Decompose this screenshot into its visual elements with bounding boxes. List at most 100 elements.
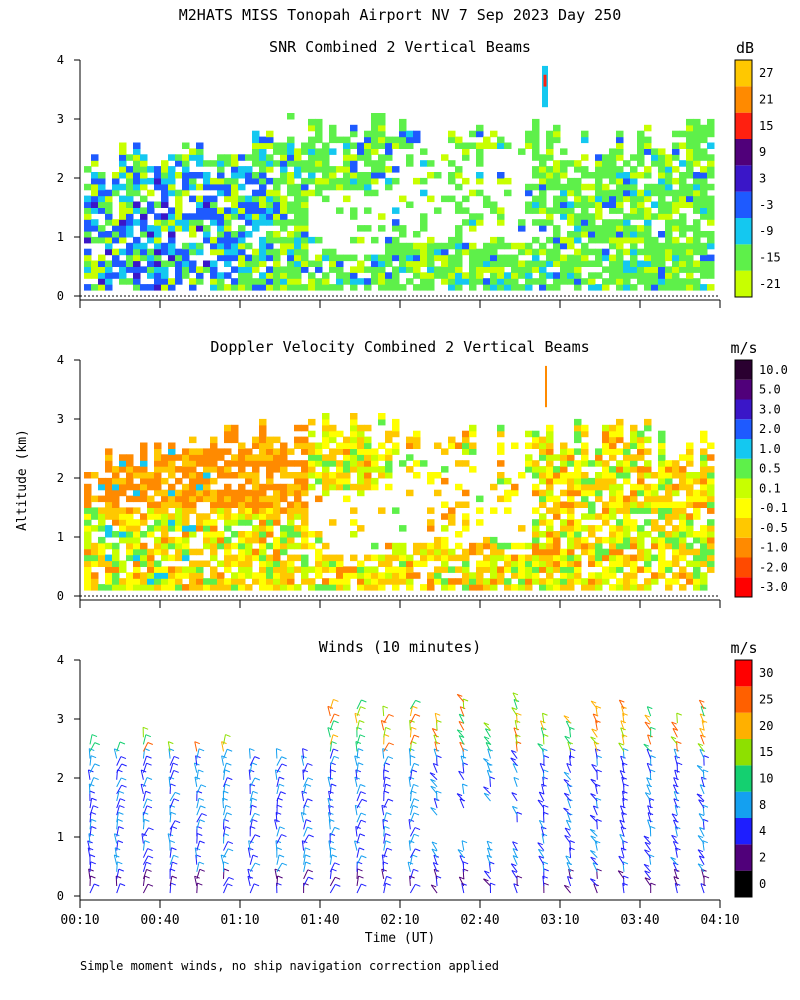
heatmap-cell <box>357 172 365 179</box>
heatmap-cell <box>273 248 281 256</box>
heatmap-cell <box>476 542 484 550</box>
wind-barb-flag <box>462 748 468 752</box>
heatmap-cell <box>168 489 176 497</box>
heatmap-cell <box>707 124 715 132</box>
wind-barb-flag <box>703 818 709 822</box>
heatmap-cell <box>308 472 316 479</box>
heatmap-cell <box>574 254 582 262</box>
wind-barb <box>116 798 121 809</box>
heatmap-cell <box>525 278 533 285</box>
heatmap-cell <box>98 172 106 179</box>
heatmap-cell <box>140 195 148 203</box>
wind-barb-flag <box>93 805 99 809</box>
wind-barb-flag <box>408 776 415 780</box>
heatmap-cell <box>98 183 106 191</box>
wind-barb-flag <box>251 804 257 808</box>
heatmap-cell <box>420 284 428 291</box>
wind-barb-flag <box>307 762 313 766</box>
heatmap-cell <box>567 454 575 461</box>
heatmap-cell <box>623 531 631 538</box>
heatmap-cell <box>700 560 708 567</box>
heatmap-cell <box>630 177 638 185</box>
wind-barb <box>303 834 310 844</box>
heatmap-cell <box>693 489 701 497</box>
wind-barb-flag <box>537 743 543 747</box>
wind-barb <box>223 826 226 837</box>
heatmap-cell <box>441 542 449 550</box>
heatmap-cell <box>413 130 421 138</box>
heatmap-cell <box>567 477 575 485</box>
heatmap-cell <box>196 560 204 567</box>
wind-barb-flag <box>359 833 366 837</box>
heatmap-cell <box>315 531 323 538</box>
heatmap-cell <box>476 172 484 179</box>
heatmap-cell <box>343 460 351 467</box>
wind-barb <box>142 855 149 865</box>
colorbar-swatch <box>735 557 752 578</box>
heatmap-cell <box>623 278 631 285</box>
wind-barb <box>383 784 387 795</box>
heatmap-cell <box>553 236 561 244</box>
heatmap-cell <box>175 466 183 473</box>
heatmap-cell <box>189 172 197 179</box>
heatmap-cell <box>574 501 582 508</box>
heatmap-cell <box>658 160 666 167</box>
heatmap-cell <box>280 154 288 161</box>
heatmap-cell <box>84 472 92 479</box>
heatmap-cell <box>196 454 204 461</box>
heatmap-cell <box>294 424 302 432</box>
heatmap-cell <box>525 560 533 567</box>
wind-barb <box>356 876 359 887</box>
heatmap-cell <box>546 536 554 544</box>
wind-barb-flag <box>650 755 656 759</box>
heatmap-cell <box>133 560 141 567</box>
heatmap-cell <box>294 160 302 167</box>
colorbar-label: 4 <box>759 824 766 838</box>
heatmap-cell <box>196 207 204 214</box>
wind-barb <box>409 833 415 844</box>
wind-barb-flag <box>142 726 149 730</box>
heatmap-cell <box>140 472 148 479</box>
heatmap-cell <box>357 430 365 438</box>
heatmap-cell <box>546 166 554 173</box>
wind-barb-flag <box>145 790 151 794</box>
wind-barb-flag <box>483 786 489 790</box>
heatmap-cell <box>525 554 533 562</box>
heatmap-cell <box>448 578 456 585</box>
heatmap-cell <box>707 536 715 544</box>
heatmap-cell <box>518 148 526 155</box>
heatmap-cell <box>273 236 281 244</box>
wind-barb-flag <box>254 756 260 760</box>
heatmap-cell <box>175 477 183 485</box>
heatmap-cell <box>693 160 701 167</box>
heatmap-cell <box>126 472 134 479</box>
heatmap-cell <box>245 519 253 526</box>
heatmap-cell <box>238 513 246 520</box>
heatmap-cell <box>476 260 484 267</box>
heatmap-cell <box>175 519 183 526</box>
heatmap-cell <box>266 483 274 491</box>
heatmap-cell <box>133 236 141 244</box>
heatmap-cell <box>392 266 400 273</box>
heatmap-cell <box>525 260 533 267</box>
heatmap-cell <box>196 572 204 579</box>
wind-barb <box>457 849 465 858</box>
heatmap-cell <box>322 466 330 473</box>
heatmap-cell <box>574 177 582 185</box>
heatmap-cell <box>196 272 204 279</box>
heatmap-cell <box>609 201 617 208</box>
heatmap-cell <box>504 189 512 197</box>
heatmap-cell <box>574 284 582 291</box>
wind-barb <box>247 876 251 887</box>
wind-barb <box>169 756 175 766</box>
heatmap-cell <box>497 242 505 250</box>
heatmap-cell <box>308 136 316 144</box>
heatmap-cell <box>161 177 169 185</box>
heatmap-cell <box>707 254 715 262</box>
wind-barb-flag <box>198 748 205 752</box>
heatmap-cell <box>168 572 176 579</box>
heatmap-cell <box>553 248 561 256</box>
heatmap-cell <box>336 278 344 285</box>
heatmap-cell <box>665 183 673 191</box>
heatmap-cell <box>490 560 498 567</box>
